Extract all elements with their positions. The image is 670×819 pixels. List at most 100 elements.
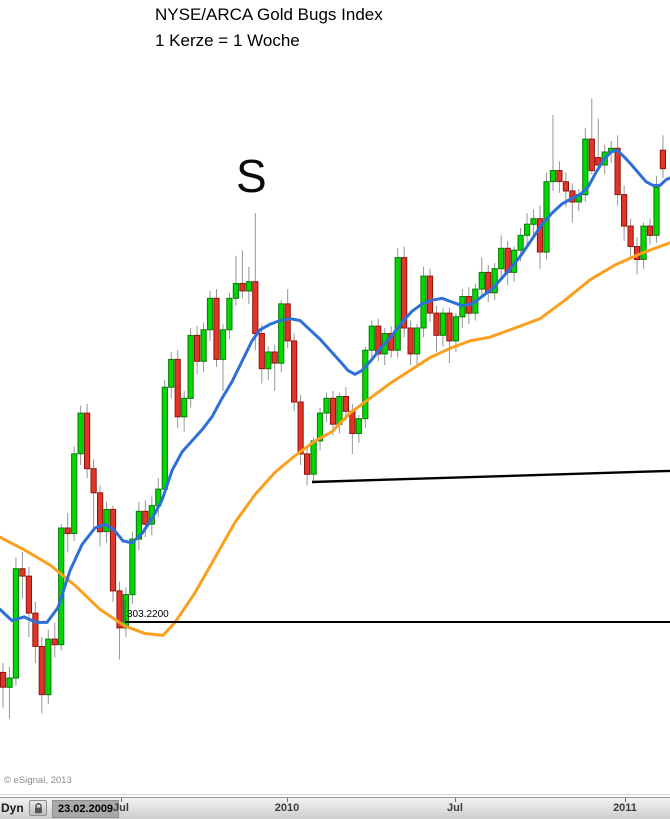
candle-down	[407, 327, 414, 355]
candle-up	[187, 334, 194, 399]
candle-down	[342, 396, 349, 412]
candle-down	[116, 590, 123, 629]
candle-down	[84, 412, 91, 470]
candle-up	[316, 412, 324, 442]
fast-ma-line	[0, 148, 670, 624]
time-axis-tick	[121, 798, 122, 802]
candle-up	[362, 349, 369, 420]
candle-down	[38, 646, 45, 696]
candle-down	[375, 325, 382, 355]
candle-down	[588, 138, 595, 172]
candle-up	[161, 386, 168, 490]
time-axis-label: Jul	[113, 802, 129, 814]
candle-down	[426, 275, 434, 314]
candle-up	[45, 638, 52, 696]
candle-down	[388, 333, 395, 351]
candle-down	[646, 225, 654, 236]
candle-down	[304, 453, 311, 475]
candle-up	[265, 351, 272, 370]
candle-up	[6, 677, 13, 688]
candle-down	[97, 492, 104, 533]
candle-down	[142, 510, 149, 525]
time-axis-tick	[625, 798, 626, 802]
trendline[interactable]	[311, 469, 670, 484]
candle-down	[536, 218, 544, 253]
candle-down	[401, 257, 408, 329]
candle-up	[498, 247, 505, 270]
candle-up	[517, 234, 524, 251]
dyn-scale-label[interactable]: Dyn	[1, 801, 24, 815]
candle-up	[77, 412, 84, 455]
candle-down	[25, 575, 32, 614]
start-date-field[interactable]: 23.02.2009	[52, 800, 120, 818]
candle-down	[433, 312, 440, 336]
candle-down	[19, 568, 26, 577]
candle-up	[129, 538, 136, 596]
candle-up	[168, 358, 175, 388]
candle-up	[530, 218, 537, 225]
candle-up	[452, 316, 459, 342]
candle-up	[181, 397, 188, 418]
candle-up	[226, 297, 233, 331]
candle-up	[219, 329, 227, 360]
candle-up	[278, 303, 285, 364]
candle-up	[491, 268, 498, 294]
candle-down	[252, 281, 259, 335]
candle-up	[582, 138, 589, 196]
time-axis-tick	[287, 798, 288, 802]
candle-down	[284, 303, 291, 342]
candle-down	[258, 333, 265, 370]
candle-down	[90, 468, 97, 494]
candle-down	[64, 527, 71, 535]
candle-up	[439, 312, 447, 336]
candle-up	[232, 283, 240, 299]
candle-down	[595, 157, 602, 166]
padlock-icon	[34, 802, 42, 813]
time-axis-label: Jul	[447, 802, 463, 814]
chart-bottom-divider	[0, 794, 670, 795]
candle-down	[329, 397, 337, 425]
candle-down	[32, 612, 39, 647]
candle-up	[206, 297, 214, 331]
time-axis-label: 2010	[274, 802, 300, 814]
candle-up	[103, 508, 110, 533]
candle-down	[627, 225, 634, 248]
candle-up	[200, 329, 207, 362]
candle-down	[291, 340, 298, 403]
candle-up	[640, 225, 647, 260]
candle-up	[12, 568, 19, 679]
time-axis-toolbar: Dyn 23.02.2009 Jul 2010 Jul 2011	[0, 797, 670, 819]
candle-down	[659, 149, 666, 170]
candle-up	[71, 453, 78, 534]
time-axis-tick	[455, 798, 456, 802]
candle-down	[621, 194, 628, 227]
candle-down	[213, 297, 220, 360]
candle-down	[297, 401, 304, 455]
candle-up	[310, 440, 317, 475]
candle-down	[51, 638, 58, 646]
candle-down	[239, 283, 246, 292]
candle-up	[323, 397, 330, 414]
candle-down	[174, 358, 181, 418]
chart-canvas[interactable]	[0, 0, 670, 794]
lock-scale-button[interactable]	[29, 800, 47, 816]
candle-down	[562, 181, 569, 192]
candle-down	[109, 508, 117, 592]
candle-down	[614, 147, 621, 196]
candle-down	[556, 170, 563, 183]
candle-up	[355, 418, 362, 435]
slow-ma-line	[0, 241, 670, 637]
candle-up	[478, 271, 485, 290]
candle-up	[368, 325, 375, 351]
candle-up	[58, 527, 65, 646]
candle-down	[271, 351, 278, 364]
candle-up	[394, 257, 401, 351]
candle-down	[0, 671, 7, 688]
candle-up	[414, 327, 421, 355]
candle-up	[245, 281, 253, 292]
candle-up	[549, 170, 556, 183]
candle-down	[446, 312, 453, 342]
candle-up	[524, 223, 531, 236]
candles-layer	[0, 98, 666, 719]
